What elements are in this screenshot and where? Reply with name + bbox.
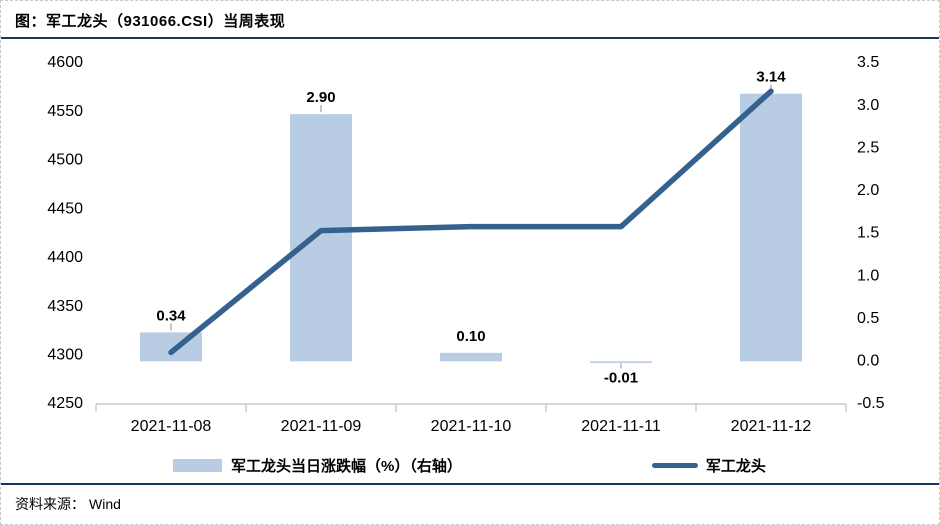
source-value: Wind (89, 496, 121, 512)
y-axis-right-tick: 0.0 (857, 353, 879, 370)
legend-item-bar: 军工龙头当日涨跌幅（%）（右轴） (173, 455, 462, 476)
index-line (168, 88, 774, 356)
y-axis-right-tick: 0.5 (857, 310, 879, 327)
line-series-label: 军工龙头 (705, 457, 766, 475)
chart-legend: 军工龙头当日涨跌幅（%）（右轴） 军工龙头 (1, 447, 939, 483)
y-axis-right-tick: 3.5 (857, 54, 879, 71)
bar-data-label: -0.01 (604, 369, 638, 386)
bar-data-label: 2.90 (306, 89, 335, 106)
legend-item-line: 军工龙头 (651, 455, 766, 476)
y-axis-left-tick: 4450 (47, 200, 83, 217)
chart-title: 图：军工龙头（931066.CSI）当周表现 (15, 13, 286, 30)
x-axis-label: 2021-11-10 (431, 418, 512, 435)
bar-data-label: 3.14 (756, 69, 786, 86)
y-axis-left-tick: 4350 (47, 298, 83, 315)
y-axis-right-tick: 2.0 (857, 182, 879, 199)
bar (740, 93, 802, 362)
y-axis-left-tick: 4250 (47, 395, 83, 412)
x-axis-label: 2021-11-11 (581, 418, 661, 435)
line-series-swatch (651, 462, 698, 468)
figure-header: 图：军工龙头（931066.CSI）当周表现 (1, 1, 939, 39)
figure-footer: 资料来源： Wind (1, 483, 939, 524)
y-axis-left-tick: 4550 (47, 103, 83, 120)
y-axis-left-tick: 4600 (47, 54, 83, 71)
bar-data-label: 0.34 (156, 307, 186, 324)
x-axis-label: 2021-11-09 (281, 418, 362, 435)
y-axis-right-tick: 1.5 (857, 225, 879, 242)
bar (290, 114, 352, 362)
source-label: 资料来源： (15, 496, 85, 512)
y-axis-right-tick: 1.0 (857, 267, 879, 284)
x-axis-label: 2021-11-12 (731, 418, 812, 435)
bar-data-label: 0.10 (456, 328, 485, 345)
x-axis-label: 2021-11-08 (131, 418, 212, 435)
bar-series-swatch (173, 458, 222, 472)
y-axis-right-tick: 2.5 (857, 139, 879, 156)
bar-series-label: 军工龙头当日涨跌幅（%）（右轴） (231, 457, 462, 475)
y-axis-right-tick: 3.0 (857, 97, 879, 114)
y-axis-left-tick: 4300 (47, 347, 83, 364)
y-axis-left-tick: 4500 (47, 152, 83, 169)
bar (590, 361, 652, 363)
bar (440, 352, 502, 362)
y-axis-right-tick: -0.5 (857, 395, 885, 412)
y-axis-left-tick: 4400 (47, 249, 83, 266)
chart-plot: 4600 4550 4500 4450 4400 4350 4300 4250 3.5 3.0 2.… (47, 54, 885, 435)
